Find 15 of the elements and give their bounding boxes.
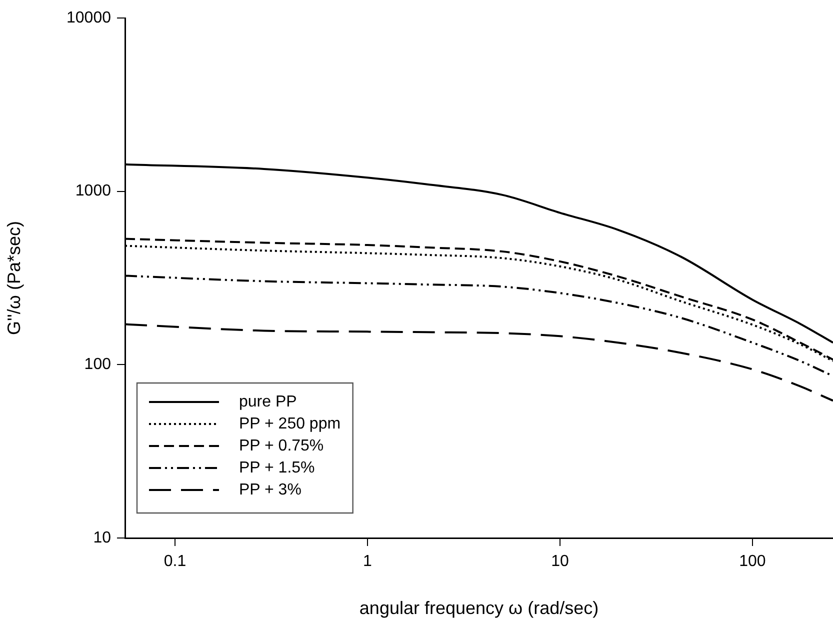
x-tick-label: 0.1 [164,553,186,570]
legend-label: PP + 3% [239,481,302,498]
x-tick-label: 10 [551,553,569,570]
y-axis-title: G''/ω (Pa*sec) [4,221,24,335]
y-tick-label: 10000 [66,9,112,26]
legend-label: PP + 0.75% [239,437,324,454]
x-tick-label: 1 [363,553,372,570]
x-tick-label: 100 [739,553,766,570]
legend-label: PP + 1.5% [239,459,315,476]
legend-label: PP + 250 ppm [239,415,341,432]
x-axis-title: angular frequency ω (rad/sec) [359,598,599,618]
legend-label: pure PP [239,393,297,410]
y-tick-label: 1000 [75,182,112,200]
y-tick-label: 10 [93,529,112,546]
y-tick-label: 100 [84,356,112,374]
